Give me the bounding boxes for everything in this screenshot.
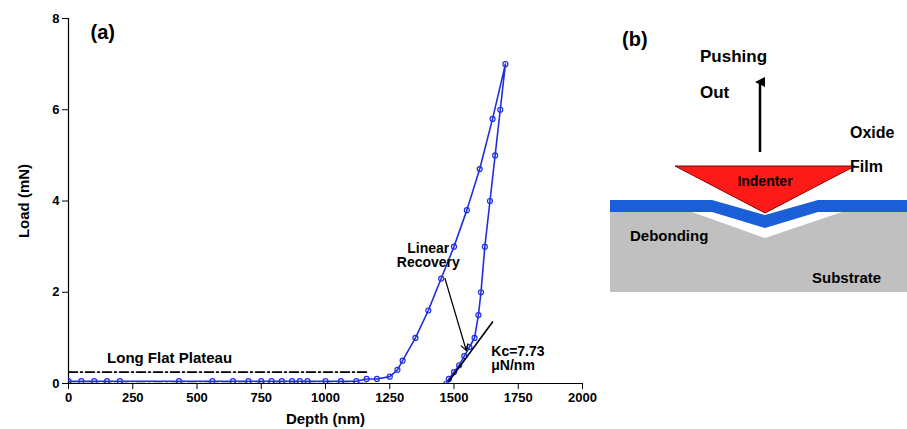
svg-text:750: 750 <box>250 390 272 405</box>
svg-text:1500: 1500 <box>440 390 469 405</box>
svg-text:(b): (b) <box>622 28 648 50</box>
svg-text:Depth (nm): Depth (nm) <box>286 410 365 427</box>
svg-text:Out: Out <box>700 83 730 102</box>
svg-text:Pushing: Pushing <box>700 47 767 66</box>
svg-text:Indenter: Indenter <box>737 173 793 189</box>
svg-text:6: 6 <box>52 102 59 117</box>
svg-text:1000: 1000 <box>311 390 340 405</box>
svg-text:Debonding: Debonding <box>630 227 708 244</box>
svg-text:4: 4 <box>52 193 60 208</box>
svg-text:Substrate: Substrate <box>812 269 881 286</box>
svg-text:Film: Film <box>850 158 883 175</box>
svg-text:250: 250 <box>122 390 144 405</box>
svg-text:Oxide: Oxide <box>850 124 895 141</box>
svg-text:1750: 1750 <box>504 390 533 405</box>
svg-text:0: 0 <box>65 390 72 405</box>
svg-text:2: 2 <box>52 284 59 299</box>
svg-text:0: 0 <box>52 376 59 391</box>
svg-text:(a): (a) <box>91 21 115 43</box>
svg-text:Load (mN): Load (mN) <box>15 164 32 238</box>
svg-text:Kc=7.73μN/nm: Kc=7.73μN/nm <box>491 343 545 373</box>
svg-text:500: 500 <box>186 390 208 405</box>
svg-text:2000: 2000 <box>568 390 597 405</box>
svg-text:1250: 1250 <box>375 390 404 405</box>
svg-text:LinearRecovery: LinearRecovery <box>397 240 460 270</box>
svg-text:Long Flat Plateau: Long Flat Plateau <box>107 349 232 366</box>
svg-text:8: 8 <box>52 11 59 26</box>
